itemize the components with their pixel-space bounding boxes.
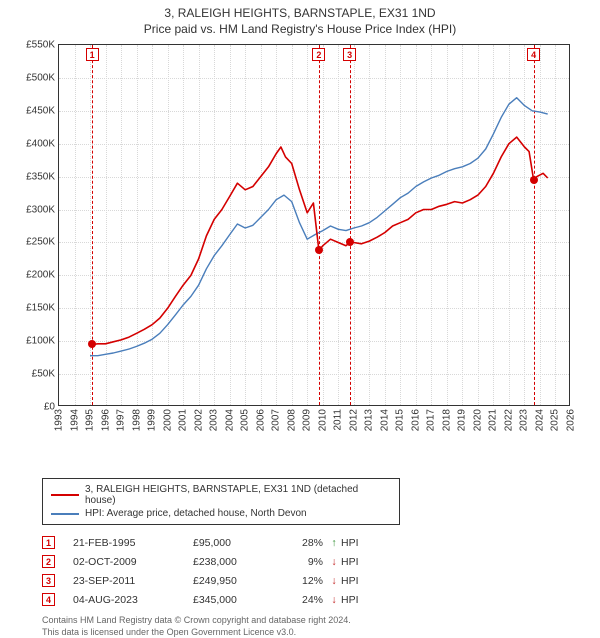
x-tick-label: 1998 [131,409,142,431]
hpi-label: HPI [341,575,371,587]
x-tick-label: 2007 [271,409,282,431]
hpi-diff-arrow-icon: ↓ [327,575,341,587]
hpi-diff-pct: 9% [283,556,327,568]
x-tick-label: 2006 [255,409,266,431]
x-tick-label: 2019 [457,409,468,431]
x-tick-label: 2021 [488,409,499,431]
sale-dot [315,246,323,254]
table-marker-box: 1 [42,536,55,549]
x-tick-label: 2005 [240,409,251,431]
series-hpi [90,98,548,356]
table-row: 3 23-SEP-2011£249,95012%↓HPI [42,571,600,590]
sale-dot [88,340,96,348]
hpi-diff-arrow-icon: ↑ [327,537,341,549]
legend-swatch [51,513,79,515]
hpi-label: HPI [341,537,371,549]
legend-label: HPI: Average price, detached house, Nort… [85,508,307,519]
sale-price: £95,000 [193,537,283,549]
chart-area: £0£50K£100K£150K£200K£250K£300K£350K£400… [8,40,570,440]
sales-table: 121-FEB-1995£95,00028%↑HPI202-OCT-2009£2… [42,533,600,609]
legend-item: HPI: Average price, detached house, Nort… [51,507,391,520]
y-tick-label: £400K [26,138,55,149]
x-tick-label: 2020 [472,409,483,431]
plot-frame: £0£50K£100K£150K£200K£250K£300K£350K£400… [58,44,570,406]
sale-date: 21-FEB-1995 [73,537,193,549]
x-tick-label: 1996 [100,409,111,431]
sale-price: £249,950 [193,575,283,587]
x-tick-label: 2004 [224,409,235,431]
table-row: 1 21-FEB-1995£95,00028%↑HPI [42,533,600,552]
hpi-label: HPI [341,594,371,606]
chart-title: 3, RALEIGH HEIGHTS, BARNSTAPLE, EX31 1ND [0,0,600,20]
x-tick-label: 1995 [85,409,96,431]
x-tick-label: 2016 [410,409,421,431]
x-tick-label: 2000 [162,409,173,431]
hpi-label: HPI [341,556,371,568]
sale-dot [346,238,354,246]
chart-subtitle: Price paid vs. HM Land Registry's House … [0,20,600,40]
x-tick-label: 2026 [566,409,577,431]
hpi-diff-pct: 28% [283,537,327,549]
y-tick-label: £300K [26,204,55,215]
hpi-diff-arrow-icon: ↓ [327,594,341,606]
x-tick-label: 2013 [364,409,375,431]
x-tick-label: 2009 [302,409,313,431]
table-row: 2 02-OCT-2009£238,0009%↓HPI [42,552,600,571]
x-tick-label: 2002 [193,409,204,431]
hpi-diff-arrow-icon: ↓ [327,556,341,568]
footer-line1: Contains HM Land Registry data © Crown c… [42,615,600,627]
legend-swatch [51,494,79,496]
x-tick-label: 1999 [147,409,158,431]
x-tick-label: 1994 [69,409,80,431]
sale-dot [530,176,538,184]
sale-price: £238,000 [193,556,283,568]
sale-date: 02-OCT-2009 [73,556,193,568]
x-tick-label: 2015 [395,409,406,431]
x-tick-label: 2014 [379,409,390,431]
y-tick-label: £250K [26,237,55,248]
x-tick-label: 2018 [441,409,452,431]
y-tick-label: £350K [26,171,55,182]
attribution-footer: Contains HM Land Registry data © Crown c… [42,615,600,638]
x-tick-label: 2025 [550,409,561,431]
x-tick-label: 2012 [348,409,359,431]
x-tick-label: 2011 [333,409,344,431]
table-row: 4 04-AUG-2023£345,00024%↓HPI [42,590,600,609]
y-tick-label: £100K [26,336,55,347]
y-tick-label: £550K [26,40,55,51]
x-tick-label: 2010 [317,409,328,431]
y-tick-label: £150K [26,303,55,314]
series-price_paid [92,137,548,344]
table-marker-box: 3 [42,574,55,587]
y-tick-label: £450K [26,105,55,116]
legend-label: 3, RALEIGH HEIGHTS, BARNSTAPLE, EX31 1ND… [85,484,391,506]
table-marker-box: 4 [42,593,55,606]
footer-line2: This data is licensed under the Open Gov… [42,627,600,638]
x-tick-label: 2003 [209,409,220,431]
y-tick-label: £500K [26,72,55,83]
x-tick-label: 2023 [519,409,530,431]
legend: 3, RALEIGH HEIGHTS, BARNSTAPLE, EX31 1ND… [42,478,400,525]
hpi-diff-pct: 24% [283,594,327,606]
table-marker-box: 2 [42,555,55,568]
x-tick-label: 1997 [116,409,127,431]
y-tick-label: £200K [26,270,55,281]
hpi-diff-pct: 12% [283,575,327,587]
sale-date: 23-SEP-2011 [73,575,193,587]
series-svg [59,45,571,407]
legend-item: 3, RALEIGH HEIGHTS, BARNSTAPLE, EX31 1ND… [51,483,391,507]
x-tick-label: 2017 [426,409,437,431]
x-tick-label: 2024 [534,409,545,431]
x-tick-label: 1993 [54,409,65,431]
sale-price: £345,000 [193,594,283,606]
sale-date: 04-AUG-2023 [73,594,193,606]
x-tick-label: 2001 [178,409,189,431]
x-tick-label: 2008 [286,409,297,431]
y-tick-label: £50K [32,369,55,380]
x-tick-label: 2022 [503,409,514,431]
